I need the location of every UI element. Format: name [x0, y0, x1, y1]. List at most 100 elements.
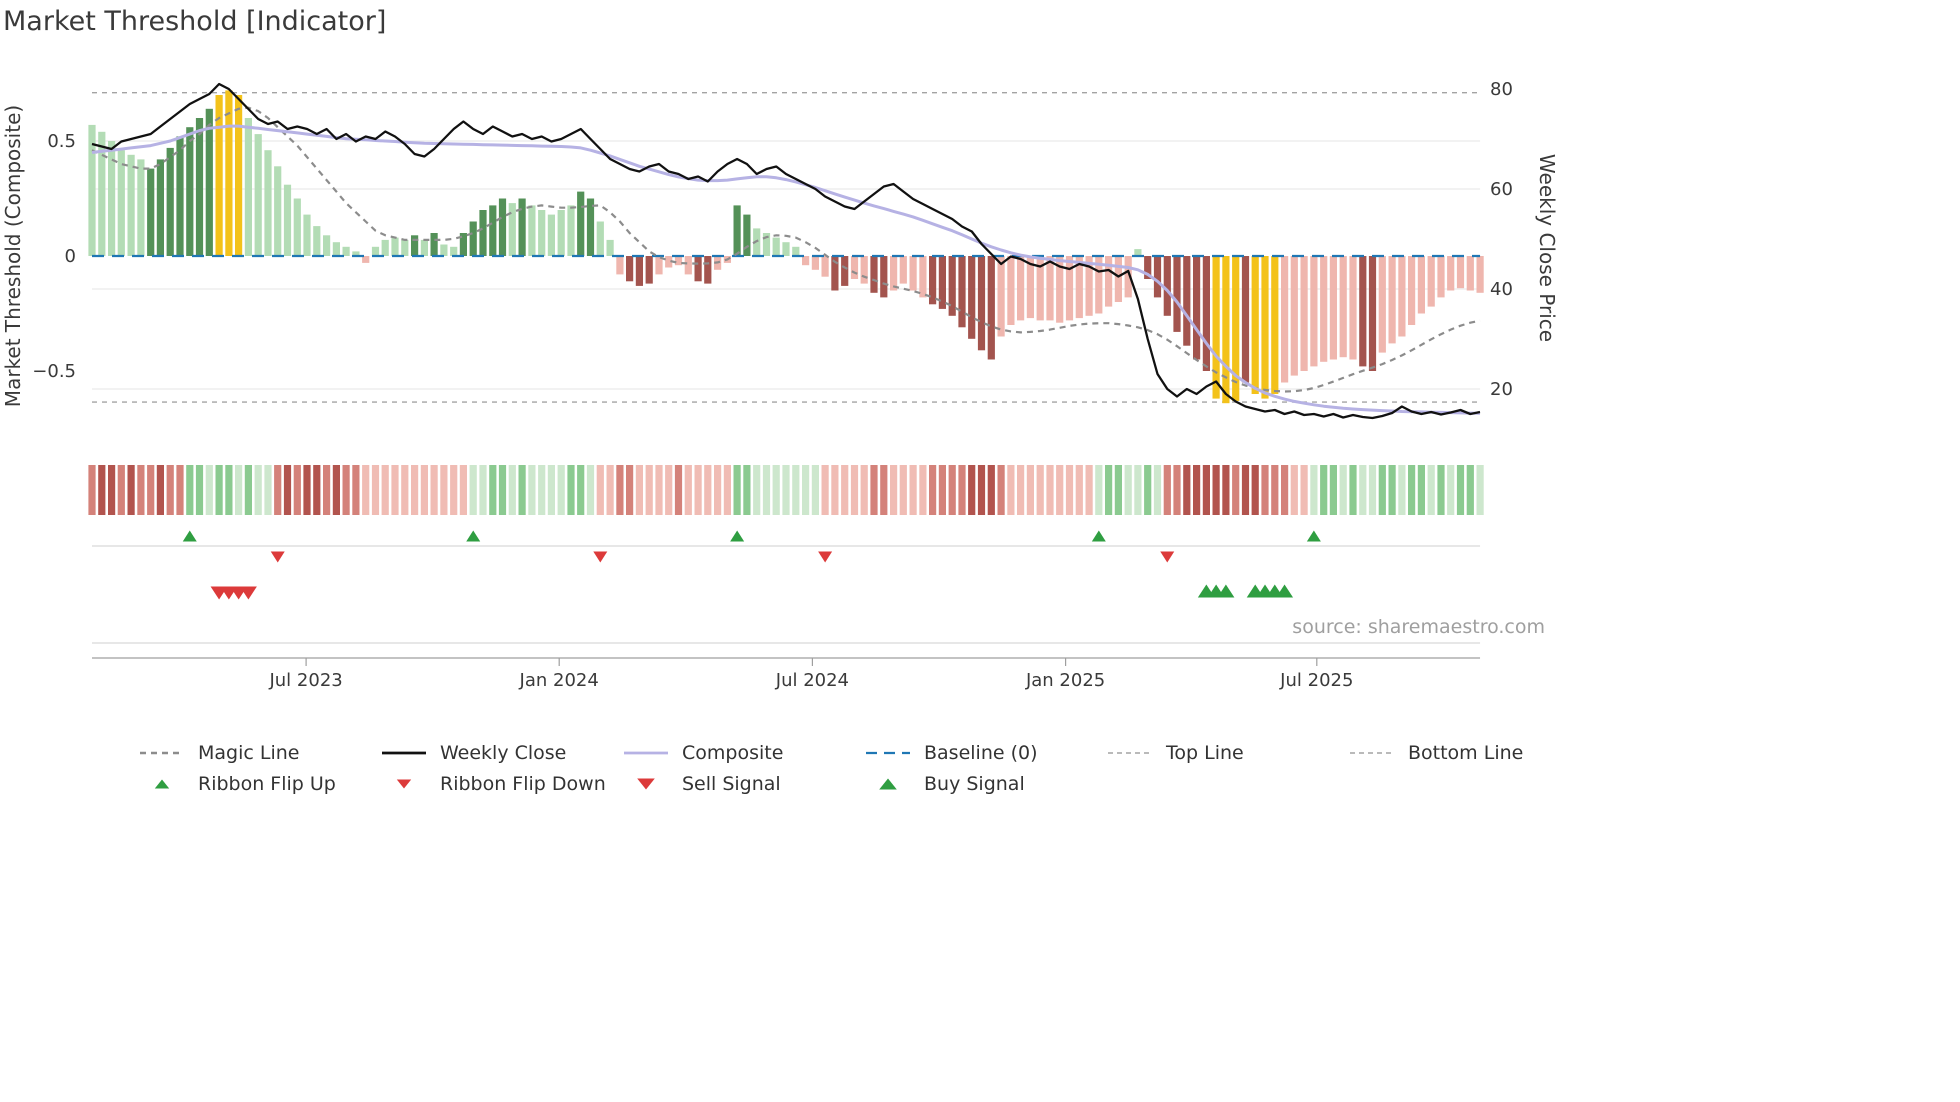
- ribbon-cell: [323, 465, 331, 515]
- ribbon-cell: [1114, 465, 1122, 515]
- ribbon-cell: [1153, 465, 1162, 515]
- ribbon-cell: [235, 465, 243, 515]
- ribbon-cell: [1212, 465, 1220, 515]
- threshold-bar: [166, 147, 174, 256]
- ribbon-cell: [987, 465, 995, 515]
- threshold-bar: [117, 150, 125, 256]
- threshold-bar: [1036, 256, 1044, 321]
- legend-line-sample-icon: [140, 751, 184, 754]
- threshold-bar: [1349, 256, 1357, 360]
- threshold-bar: [684, 256, 692, 275]
- ribbon-cell: [293, 465, 301, 515]
- ribbon-cell: [880, 465, 888, 515]
- ribbon-cell: [616, 465, 624, 515]
- left-y-tick-label: 0.5: [47, 131, 76, 152]
- threshold-bar: [919, 256, 927, 298]
- ribbon-cell: [948, 465, 956, 515]
- threshold-bar: [782, 242, 790, 256]
- ribbon-cell: [1222, 465, 1230, 515]
- ribbon-cell: [733, 465, 741, 515]
- ribbon-cell: [1241, 465, 1250, 515]
- ribbon-cell: [186, 465, 194, 515]
- threshold-bar: [1417, 256, 1425, 314]
- ribbon-cell: [1065, 465, 1074, 515]
- chart-title: Market Threshold [Indicator]: [3, 6, 387, 37]
- threshold-bar: [1065, 256, 1074, 321]
- threshold-bar: [420, 239, 428, 256]
- ribbon-cell: [362, 465, 370, 515]
- threshold-bar: [606, 239, 614, 256]
- ribbon-flip-up-marker: [1306, 530, 1321, 542]
- tri-down-icon: [396, 779, 412, 788]
- x-tick-label: Jul 2025: [1279, 670, 1353, 691]
- ribbon-cell: [440, 465, 448, 515]
- threshold-bar: [137, 159, 145, 256]
- legend-label: Bottom Line: [1408, 741, 1524, 764]
- ribbon-cell: [850, 465, 859, 515]
- ribbon-cell: [1202, 465, 1210, 515]
- threshold-bar: [1447, 256, 1455, 291]
- ribbon-cell: [674, 465, 683, 515]
- ribbon-cell: [1105, 465, 1113, 515]
- ribbon-cell: [1300, 465, 1308, 515]
- ribbon-cell: [1026, 465, 1034, 515]
- threshold-bar: [313, 226, 321, 256]
- right-axis-ticks: 80 60 40 20: [1490, 79, 1513, 400]
- ribbon-cell: [1261, 465, 1269, 515]
- threshold-bar: [1153, 256, 1162, 298]
- ribbon-cell: [264, 465, 272, 515]
- ribbon-cell: [958, 465, 966, 515]
- legend-line-sample-icon: [866, 751, 910, 754]
- right-y-tick-label: 20: [1490, 379, 1513, 400]
- threshold-bar: [127, 154, 135, 256]
- threshold-bar: [1193, 256, 1201, 360]
- threshold-bar: [909, 256, 917, 291]
- threshold-bar: [1310, 256, 1318, 367]
- ribbon-cell: [714, 465, 722, 515]
- threshold-bar: [381, 239, 389, 256]
- threshold-bar: [1105, 256, 1113, 307]
- threshold-bar: [362, 256, 370, 263]
- ribbon-cell: [1046, 465, 1054, 515]
- threshold-bar: [1007, 256, 1015, 325]
- ribbon-cell: [459, 465, 467, 515]
- composite-line: [91, 124, 1481, 415]
- threshold-bar: [1144, 256, 1152, 279]
- threshold-bar: [215, 95, 223, 256]
- ribbon-cell: [244, 465, 252, 515]
- threshold-bar: [156, 159, 164, 256]
- legend-item-baseline-0-: Baseline (0): [864, 742, 1106, 764]
- threshold-bar: [283, 184, 292, 256]
- ribbon-cell: [420, 465, 428, 515]
- threshold-bar: [635, 256, 643, 286]
- legend-item-bottom-line: Bottom Line: [1348, 742, 1590, 764]
- threshold-bar: [1388, 256, 1396, 344]
- ribbon-cell: [577, 465, 585, 515]
- ribbon-cell: [977, 465, 986, 515]
- threshold-bar: [528, 205, 536, 256]
- ribbon-cell: [782, 465, 790, 515]
- ribbon-cell: [792, 465, 800, 515]
- legend-line-sample-icon: [382, 751, 426, 754]
- threshold-bar: [1251, 256, 1259, 394]
- threshold-bar: [225, 90, 233, 257]
- ribbon-cell: [518, 465, 526, 515]
- ribbon-flip-down-marker: [1160, 551, 1175, 563]
- threshold-bar: [176, 136, 184, 256]
- threshold-bar: [1427, 256, 1435, 307]
- buy-signal-marker: [1217, 584, 1235, 598]
- ribbon-cell: [1056, 465, 1064, 515]
- legend-item-weekly-close: Weekly Close: [380, 742, 622, 764]
- ribbon-cell: [108, 465, 116, 515]
- ribbon-cell: [655, 465, 663, 515]
- threshold-bar: [899, 256, 907, 284]
- ribbon-cell: [1447, 465, 1455, 515]
- threshold-bar: [430, 233, 438, 256]
- threshold-bar: [274, 166, 282, 256]
- x-tick-label: Jul 2023: [268, 670, 342, 691]
- threshold-bar: [586, 198, 595, 256]
- threshold-bar: [450, 246, 458, 256]
- threshold-bar: [1281, 256, 1289, 383]
- threshold-bar: [626, 256, 634, 282]
- threshold-bar: [489, 205, 497, 256]
